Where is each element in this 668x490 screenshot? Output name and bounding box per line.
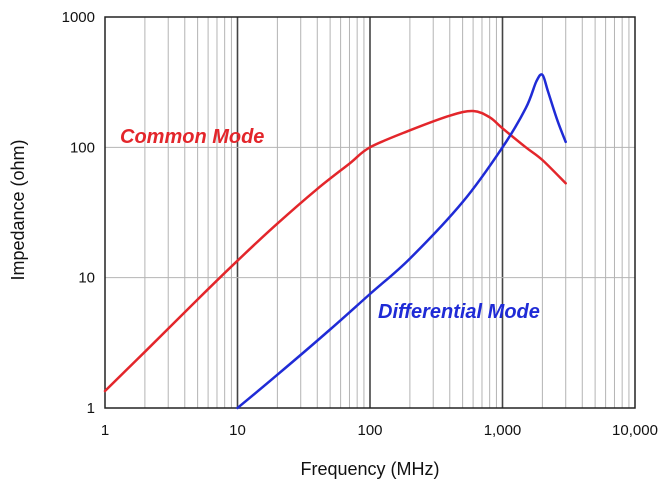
y-tick-label: 1 [87, 400, 95, 417]
y-tick-label: 100 [70, 139, 95, 156]
plot-frame [104, 16, 636, 409]
x-axis-label: Frequency (MHz) [300, 459, 439, 479]
common-mode-line [103, 109, 567, 393]
series-lines [103, 73, 567, 410]
differential-mode-line [236, 73, 567, 410]
differential-mode-annotation: Differential Mode [378, 301, 540, 323]
y-tick-label: 10 [78, 270, 95, 287]
x-tick-label: 100 [357, 422, 382, 439]
y-tick-label: 1000 [62, 9, 95, 26]
grid-lines [105, 17, 635, 408]
x-tick-label: 10,000 [612, 422, 658, 439]
tick-labels: 1 10 100 1,000 10,000 1 10 100 1000 [62, 9, 658, 439]
y-axis-label: Impedance (ohm) [8, 139, 28, 280]
common-mode-annotation: Common Mode [120, 126, 264, 148]
x-tick-label: 1 [101, 422, 109, 439]
x-tick-label: 10 [229, 422, 246, 439]
x-tick-label: 1,000 [484, 422, 522, 439]
